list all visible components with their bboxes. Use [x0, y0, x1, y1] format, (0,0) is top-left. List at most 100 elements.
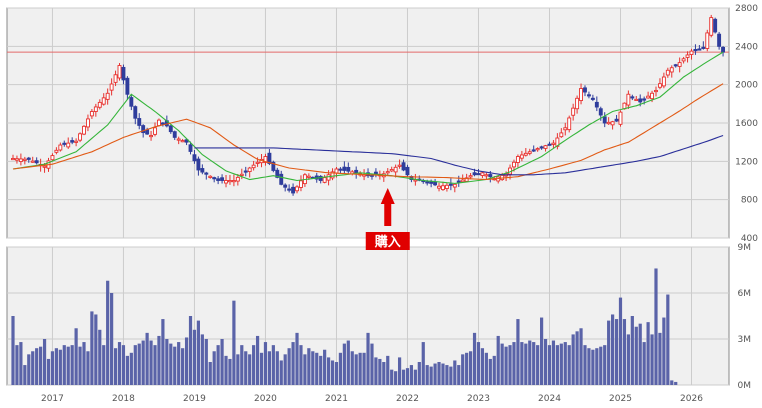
volume-bar — [334, 362, 339, 385]
volume-bar — [563, 342, 567, 385]
volume-tick-label: 0M — [738, 381, 752, 391]
volume-bar — [528, 340, 532, 385]
candle-body — [448, 183, 453, 186]
candle-body — [97, 101, 102, 108]
price-tick-label: 1200 — [735, 157, 758, 167]
volume-bar — [110, 293, 114, 385]
volume-bar — [307, 348, 311, 385]
volume-bar — [520, 342, 524, 385]
candle-body — [425, 181, 430, 184]
candle-body — [14, 158, 19, 161]
volume-bar — [630, 316, 634, 385]
volume-bar — [70, 345, 74, 385]
volume-tick-label: 9M — [738, 243, 752, 253]
candle-body — [326, 174, 331, 181]
candle-body — [689, 50, 694, 55]
volume-bar — [390, 369, 394, 385]
volume-bar — [579, 328, 583, 385]
candle-body — [133, 106, 138, 119]
volume-bar — [133, 345, 137, 385]
volume-bar — [125, 355, 129, 385]
candle-body — [172, 131, 177, 138]
candle-body — [70, 140, 75, 143]
buy-label-box — [365, 232, 410, 250]
volume-bar — [650, 334, 654, 385]
candle-body — [583, 87, 587, 93]
volume-bar — [177, 342, 181, 385]
year-tick-label: 2025 — [609, 394, 632, 404]
volume-bar — [425, 365, 429, 385]
volume-bar — [607, 320, 611, 385]
volume-bar — [433, 363, 437, 385]
candle-body — [318, 175, 323, 181]
candle-body — [117, 65, 122, 79]
volume-bar — [658, 332, 662, 385]
volume-bar — [397, 357, 402, 385]
candle-body — [590, 97, 595, 100]
volume-bar — [46, 358, 51, 385]
volume-bar — [275, 351, 279, 385]
candle-body — [204, 172, 209, 175]
candle-body — [62, 142, 67, 145]
candle-body — [129, 97, 134, 107]
volume-bar — [121, 345, 126, 385]
volume-bar — [188, 316, 193, 385]
volume-bar — [42, 339, 47, 385]
volume-bar — [484, 352, 488, 385]
candle-body — [665, 69, 670, 76]
candle-body — [137, 118, 142, 126]
candle-body — [673, 64, 678, 67]
volume-bar — [31, 351, 35, 385]
volume-bar — [212, 351, 216, 385]
volume-bar — [19, 342, 23, 385]
candle-body — [519, 154, 524, 159]
candle-body — [200, 168, 205, 173]
candle-body — [216, 178, 221, 181]
volume-bar — [342, 343, 346, 385]
volume-bar — [429, 366, 433, 385]
candle-body — [531, 149, 536, 152]
volume-bar — [117, 342, 122, 385]
volume-bar — [102, 345, 106, 385]
price-tick-label: 2000 — [735, 81, 758, 91]
candle-body — [275, 169, 280, 178]
candle-body — [184, 139, 189, 143]
candle-body — [709, 17, 714, 36]
volume-bar — [196, 320, 201, 385]
volume-bar — [472, 332, 477, 385]
volume-bar — [319, 355, 323, 385]
candle-body — [306, 175, 311, 178]
volume-tick-label: 6M — [738, 289, 752, 299]
candle-body — [54, 149, 59, 153]
candle-body — [243, 170, 248, 173]
candle-body — [389, 169, 394, 172]
volume-bar — [283, 354, 287, 385]
candle-body — [50, 155, 55, 161]
candle-body — [543, 145, 548, 149]
volume-bar — [35, 348, 39, 385]
year-tick-label: 2022 — [396, 394, 419, 404]
volume-bar — [386, 355, 390, 385]
candle-body — [405, 166, 410, 176]
volume-bar — [161, 319, 165, 385]
volume-bar — [618, 297, 623, 385]
candle-body — [642, 98, 647, 101]
volume-bar — [15, 345, 19, 385]
candle-body — [18, 158, 23, 162]
buy-label: 購入 — [374, 234, 401, 250]
volume-bar — [271, 345, 275, 385]
volume-bar — [82, 342, 86, 385]
volume-bar — [567, 345, 571, 385]
volume-bar — [267, 351, 272, 385]
candle-body — [413, 179, 418, 182]
candle-body — [433, 181, 438, 186]
candle-body — [385, 171, 390, 174]
volume-bar — [405, 368, 410, 385]
candle-body — [125, 77, 130, 95]
volume-bar — [315, 352, 319, 385]
volume-bar — [74, 328, 78, 385]
candle-body — [547, 143, 552, 146]
volume-bar — [129, 352, 133, 385]
candle-body — [701, 46, 706, 49]
volume-bar — [184, 337, 189, 385]
